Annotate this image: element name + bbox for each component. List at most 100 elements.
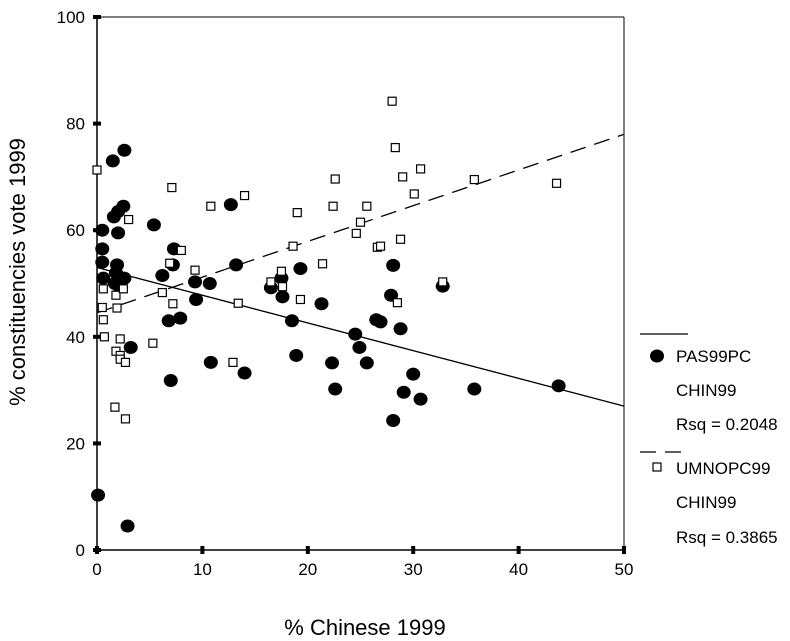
point-pas99pc xyxy=(393,322,408,336)
point-umnopc99 xyxy=(292,208,302,218)
point-umnopc99 xyxy=(120,414,131,424)
point-pas99pc xyxy=(352,340,367,354)
y-tick-label: 100 xyxy=(57,8,85,27)
point-pas99pc xyxy=(105,154,120,168)
point-umnopc99 xyxy=(317,259,328,269)
legend-marker-pas99pc xyxy=(650,349,664,363)
point-umnopc99 xyxy=(115,334,125,344)
point-pas99pc xyxy=(373,315,388,329)
point-umnopc99 xyxy=(206,201,216,211)
point-umnopc99 xyxy=(167,182,177,193)
point-pas99pc xyxy=(95,255,110,269)
point-pas99pc xyxy=(386,258,401,272)
point-pas99pc xyxy=(155,269,170,283)
point-pas99pc xyxy=(173,311,188,325)
point-pas99pc xyxy=(91,488,106,502)
point-pas99pc xyxy=(163,374,178,388)
point-umnopc99 xyxy=(438,277,448,287)
point-pas99pc xyxy=(237,366,252,380)
point-pas99pc xyxy=(396,385,411,399)
point-pas99pc xyxy=(386,413,401,427)
point-umnopc99 xyxy=(469,174,479,185)
point-umnopc99 xyxy=(118,284,128,294)
point-pas99pc xyxy=(120,519,135,533)
legend-marker-umnopc99 xyxy=(652,462,662,472)
point-umnopc99 xyxy=(295,294,306,305)
point-pas99pc xyxy=(123,340,138,354)
legend-label-umnopc99: UMNOPC99 xyxy=(676,459,770,478)
point-umnopc99 xyxy=(288,241,298,251)
ticks: 0 20 40 60 80 100 0 10 20 30 40 50 xyxy=(57,8,634,579)
point-pas99pc xyxy=(111,226,126,240)
y-axis-label: % constituencies vote 1999 xyxy=(5,138,30,406)
x-tick-label: 40 xyxy=(509,560,528,579)
point-umnopc99 xyxy=(92,165,102,175)
point-pas99pc xyxy=(413,392,428,406)
point-pas99pc xyxy=(348,327,363,341)
point-umnopc99 xyxy=(392,298,402,308)
point-pas99pc xyxy=(116,199,131,213)
point-umnopc99 xyxy=(409,189,419,199)
point-umnopc99 xyxy=(362,201,372,211)
point-umnopc99 xyxy=(398,172,408,182)
point-umnopc99 xyxy=(355,217,366,227)
point-umnopc99 xyxy=(165,258,175,268)
x-tick-label: 20 xyxy=(298,560,317,579)
legend-label-pas99pc: PAS99PC xyxy=(676,347,751,366)
point-pas99pc xyxy=(95,242,110,256)
point-umnopc99 xyxy=(266,277,276,287)
point-pas99pc xyxy=(203,355,218,369)
point-pas99pc xyxy=(146,218,161,232)
point-pas99pc xyxy=(189,292,204,306)
point-umnopc99 xyxy=(328,201,338,211)
point-pas99pc xyxy=(275,290,290,304)
legend-rsq-pas99pc: Rsq = 0.2048 xyxy=(676,415,778,434)
point-pas99pc xyxy=(96,271,111,285)
point-pas99pc xyxy=(95,223,110,237)
point-umnopc99 xyxy=(233,298,243,308)
point-umnopc99 xyxy=(124,214,134,225)
x-tick-label: 10 xyxy=(193,560,212,579)
point-pas99pc xyxy=(202,277,217,290)
point-pas99pc xyxy=(314,297,329,311)
point-umnopc99 xyxy=(351,228,361,238)
legend-fit-label-pas99pc: CHIN99 xyxy=(676,381,736,400)
point-pas99pc xyxy=(325,356,340,370)
y-tick-label: 20 xyxy=(66,434,85,453)
x-tick-label: 0 xyxy=(92,560,101,579)
point-umnopc99 xyxy=(551,178,562,188)
point-umnopc99 xyxy=(97,302,107,313)
data-marks xyxy=(91,96,566,533)
point-pas99pc xyxy=(188,275,203,289)
x-tick-label: 50 xyxy=(615,560,634,579)
point-umnopc99 xyxy=(98,315,108,325)
point-pas99pc xyxy=(328,382,343,396)
legend-fit-label-umnopc99: CHIN99 xyxy=(676,493,736,512)
point-pas99pc xyxy=(359,356,374,370)
y-tick-label: 80 xyxy=(66,115,85,134)
point-umnopc99 xyxy=(110,402,120,412)
point-pas99pc xyxy=(110,258,125,272)
point-pas99pc xyxy=(161,314,176,328)
point-umnopc99 xyxy=(330,174,340,184)
point-umnopc99 xyxy=(176,245,186,256)
y-tick-label: 0 xyxy=(76,541,85,560)
point-umnopc99 xyxy=(157,287,167,298)
point-umnopc99 xyxy=(277,282,288,292)
point-umnopc99 xyxy=(98,284,108,294)
point-pas99pc xyxy=(117,271,132,285)
point-umnopc99 xyxy=(190,265,200,275)
point-pas99pc xyxy=(406,367,421,381)
point-pas99pc xyxy=(223,198,238,212)
x-tick-label: 30 xyxy=(404,560,423,579)
point-pas99pc xyxy=(551,379,566,393)
y-tick-label: 60 xyxy=(66,221,85,240)
point-umnopc99 xyxy=(387,96,397,106)
point-pas99pc xyxy=(467,382,482,396)
point-umnopc99 xyxy=(99,332,109,342)
point-pas99pc xyxy=(284,314,299,328)
y-tick-label: 40 xyxy=(66,328,85,347)
point-umnopc99 xyxy=(111,290,121,300)
point-umnopc99 xyxy=(168,299,178,309)
